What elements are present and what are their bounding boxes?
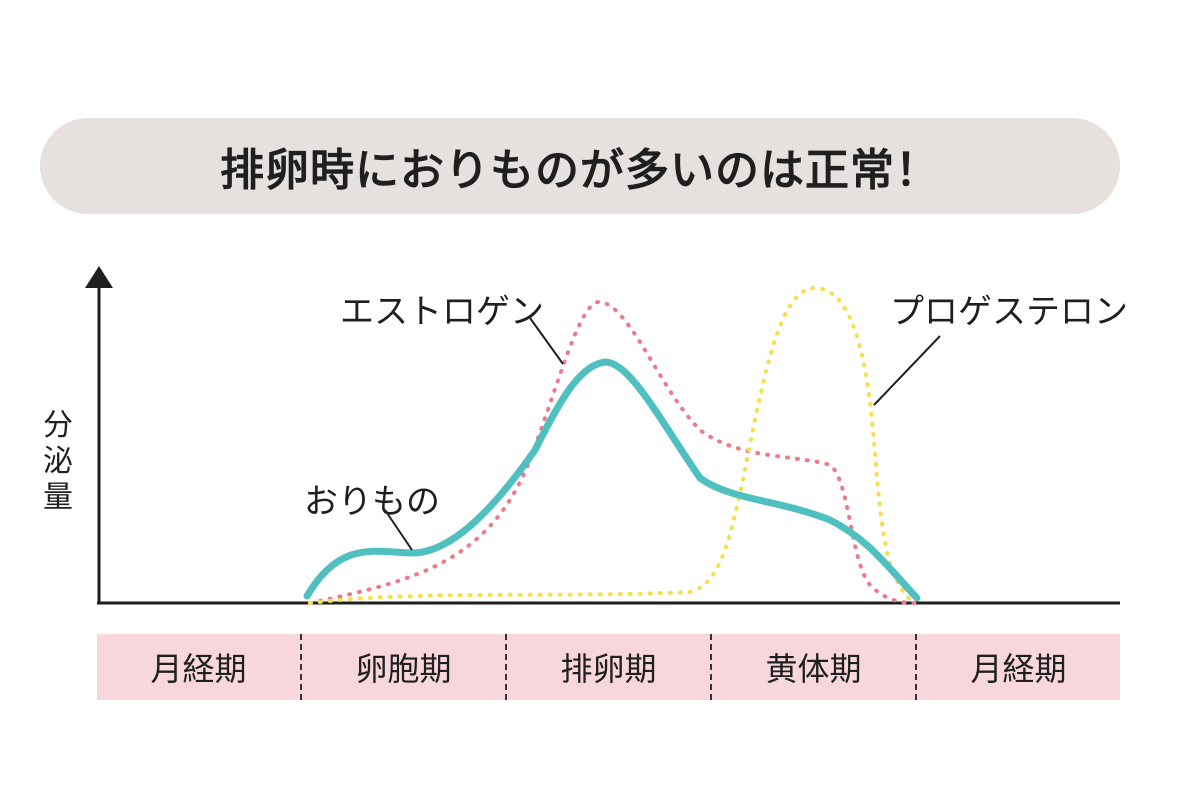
discharge-label: おりもの (304, 482, 440, 522)
phase-ovulatory: 排卵期 (507, 634, 712, 700)
y-axis-label: 分泌量 (43, 408, 73, 515)
phase-band: 月経期 卵胞期 排卵期 黄体期 月経期 (97, 634, 1120, 700)
estrogen-label: エストロゲン (340, 292, 544, 332)
progesterone-curve (308, 285, 917, 605)
estrogen-curve (308, 300, 917, 605)
progesterone-leader-line (873, 335, 941, 406)
diagram-title: 排卵時におりものが多いのは正常！ (220, 145, 940, 196)
phase-follicular: 卵胞期 (302, 634, 507, 700)
progesterone-label: プロゲステロン (890, 292, 1128, 332)
phase-menstrual-1: 月経期 (97, 634, 302, 700)
y-axis-arrow (85, 266, 113, 288)
phase-luteal: 黄体期 (712, 634, 917, 700)
phase-menstrual-2: 月経期 (970, 650, 1067, 688)
estrogen-leader-line (529, 317, 564, 365)
title-banner: 排卵時におりものが多いのは正常！ (40, 118, 1120, 214)
discharge-leader-line (384, 509, 413, 551)
discharge-curve (303, 358, 921, 602)
